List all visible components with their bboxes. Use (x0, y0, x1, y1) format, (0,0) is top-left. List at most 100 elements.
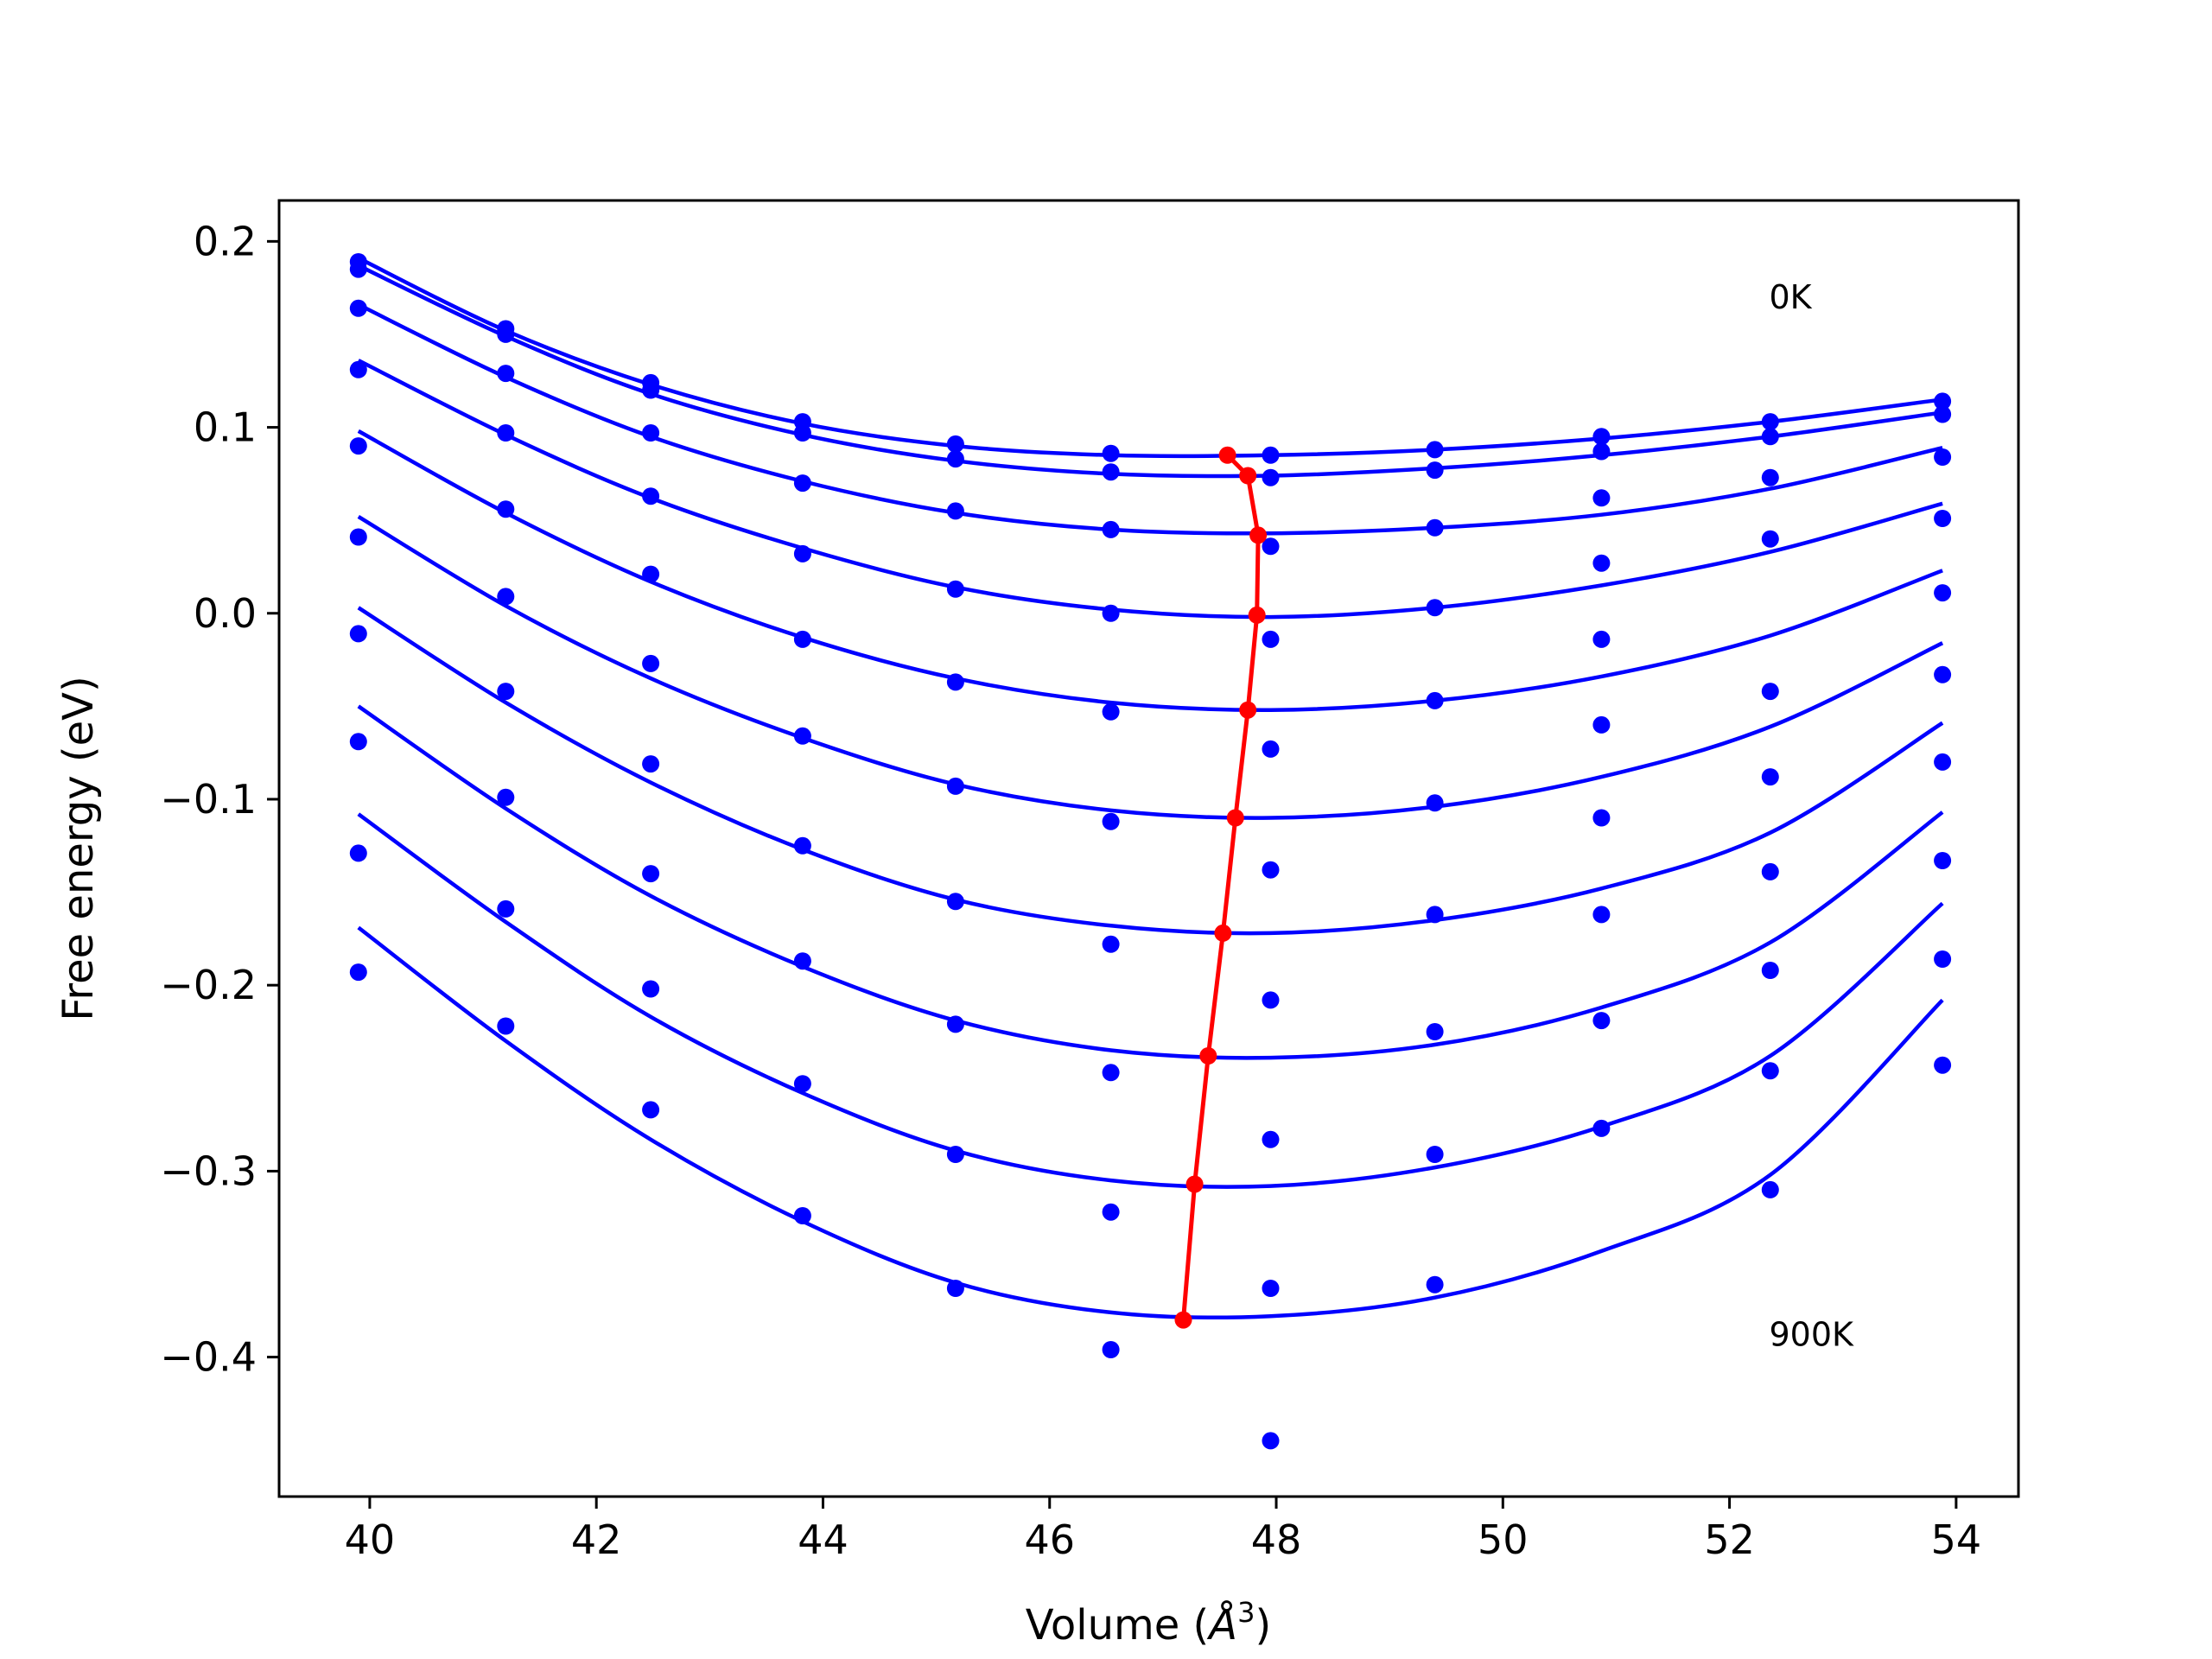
data-point-3-7 (1426, 599, 1444, 617)
data-point-6-3 (793, 836, 811, 855)
data-point-1-2 (642, 381, 660, 399)
data-point-7-4 (946, 1015, 964, 1033)
data-point-8-1 (497, 899, 515, 918)
minimum-point-4 (1239, 701, 1257, 719)
data-point-4-2 (642, 565, 660, 583)
data-point-4-5 (1102, 702, 1120, 721)
data-point-3-0 (349, 360, 367, 378)
data-point-7-1 (497, 788, 515, 806)
data-point-5-5 (1102, 812, 1120, 830)
minimum-point-3 (1248, 606, 1266, 624)
data-point-7-10 (1934, 852, 1952, 869)
x-tick-label-5: 50 (1478, 1516, 1529, 1563)
data-point-1-1 (497, 325, 515, 343)
data-point-4-4 (946, 673, 964, 691)
data-point-5-8 (1592, 715, 1611, 734)
fit-curve-4 (357, 429, 1943, 712)
data-point-7-5 (1102, 1064, 1120, 1082)
data-point-8-6 (1262, 1280, 1280, 1297)
x-axis-label-exponent: 3 (1237, 1596, 1255, 1629)
data-point-6-4 (946, 893, 964, 911)
data-point-0-5 (1102, 444, 1120, 462)
y-tick-label-3: −0.1 (160, 776, 257, 823)
minimum-point-0 (1218, 446, 1236, 464)
data-point-3-4 (946, 580, 964, 598)
data-point-7-6 (1262, 1130, 1280, 1148)
x-axis-label: Volume (Å3) (1026, 1596, 1271, 1649)
data-point-2-3 (793, 474, 811, 493)
data-point-3-9 (1761, 530, 1779, 548)
x-tick-label-1: 42 (571, 1516, 622, 1563)
data-point-6-6 (1262, 991, 1280, 1009)
x-axis-label-close: ) (1255, 1601, 1271, 1649)
data-point-0-10 (1934, 392, 1952, 410)
minimum-point-8 (1185, 1175, 1204, 1193)
y-tick-label-0: 0.2 (194, 218, 257, 264)
data-point-8-7 (1426, 1146, 1444, 1163)
y-tick-label-1: 0.1 (194, 404, 257, 451)
minimum-point-5 (1226, 809, 1244, 827)
data-point-8-3 (793, 1075, 811, 1093)
data-point-6-7 (1426, 906, 1444, 924)
annotation-1: 900K (1770, 1316, 1855, 1354)
fit-curve-5 (357, 514, 1944, 820)
data-point-9-0 (349, 963, 367, 982)
data-point-0-9 (1761, 413, 1779, 431)
data-point-5-10 (1934, 665, 1952, 683)
data-point-5-1 (497, 588, 515, 606)
data-point-7-3 (793, 952, 811, 970)
y-tick-label-4: −0.2 (160, 962, 257, 1008)
data-point-4-8 (1592, 630, 1611, 648)
data-point-1-10 (1934, 405, 1952, 423)
fit-curve-6 (357, 606, 1944, 936)
data-point-3-1 (497, 424, 515, 442)
minimum-point-2 (1249, 526, 1268, 544)
annotation-0: 0K (1770, 278, 1813, 316)
data-point-5-3 (793, 727, 811, 745)
data-point-6-0 (349, 625, 367, 643)
data-point-8-5 (1102, 1203, 1120, 1221)
data-point-9-1 (497, 1017, 515, 1035)
data-point-9-7 (1426, 1275, 1444, 1294)
data-point-1-7 (1426, 461, 1444, 480)
data-point-5-2 (642, 654, 660, 672)
data-point-1-4 (946, 450, 964, 468)
data-point-1-6 (1262, 468, 1280, 486)
y-tick-label-5: −0.3 (160, 1147, 257, 1194)
data-point-6-8 (1592, 809, 1611, 827)
x-tick-label-7: 54 (1931, 1516, 1982, 1563)
data-point-1-3 (793, 424, 811, 442)
data-point-3-8 (1592, 554, 1611, 572)
data-point-7-8 (1592, 906, 1611, 924)
data-point-2-4 (946, 502, 964, 520)
data-point-3-10 (1934, 510, 1952, 527)
data-point-3-5 (1102, 604, 1120, 622)
data-point-9-3 (793, 1207, 811, 1224)
data-point-2-6 (1262, 537, 1280, 556)
data-point-3-2 (642, 487, 660, 505)
data-point-9-9 (1761, 1180, 1779, 1198)
data-point-5-6 (1262, 861, 1280, 879)
data-point-8-2 (642, 980, 660, 998)
data-point-7-0 (349, 733, 367, 751)
data-point-0-6 (1262, 446, 1280, 464)
data-point-1-0 (349, 260, 367, 278)
data-point-2-5 (1102, 520, 1120, 538)
data-point-9-8 (1592, 1119, 1611, 1137)
data-point-7-2 (642, 865, 660, 883)
data-point-4-3 (793, 630, 811, 648)
x-tick-label-3: 46 (1024, 1516, 1075, 1563)
data-point-2-8 (1592, 489, 1611, 507)
data-point-4-7 (1426, 691, 1444, 709)
minimum-point-9 (1174, 1311, 1192, 1329)
data-point-7-7 (1426, 1023, 1444, 1040)
y-axis-label: Free energy (eV) (54, 676, 103, 1020)
data-point-0-7 (1426, 441, 1444, 459)
data-point-8-0 (349, 844, 367, 862)
data-point-2-1 (497, 365, 515, 383)
data-point-9-5 (1102, 1341, 1120, 1358)
data-point-0-8 (1592, 428, 1611, 446)
x-axis-label-unit: Å (1206, 1600, 1237, 1649)
